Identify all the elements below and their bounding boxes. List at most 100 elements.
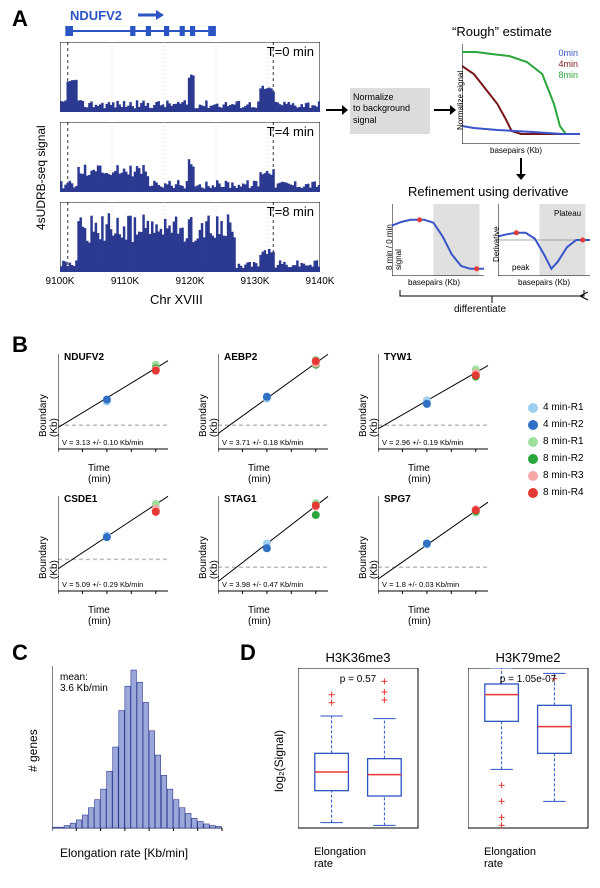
rough-title: “Rough” estimate xyxy=(452,24,552,39)
arrow-icon xyxy=(434,104,456,116)
panel-b: NDUFV2-10010203002468V = 3.13 +/- 0.10 K… xyxy=(0,342,600,632)
gene-name: NDUFV2 xyxy=(70,8,122,23)
normalize-box: Normalize to background signal xyxy=(350,88,430,134)
panel-a-ylabel: 4sUDRB-seq signal xyxy=(34,125,48,230)
svg-text:4: 4 xyxy=(105,596,110,597)
refine-right-ylabel: Derivative xyxy=(492,226,501,262)
track-t8: T=8 min xyxy=(60,202,320,272)
xlabel: Time (min) xyxy=(408,605,431,627)
xlabel: Time (min) xyxy=(248,463,271,485)
ylabel: Boundary (Kb) xyxy=(38,394,60,437)
legend-label: 4 min-R2 xyxy=(543,419,584,430)
differentiate-label: differentiate xyxy=(454,304,506,315)
arrow-down-icon xyxy=(514,158,528,180)
svg-text:8: 8 xyxy=(314,596,319,597)
svg-text:0: 0 xyxy=(378,596,381,597)
legend-label: 8 min-R1 xyxy=(543,436,584,447)
legend-dot-icon xyxy=(528,420,538,430)
rough-xlabel: basepairs (Kb) xyxy=(490,146,542,155)
svg-text:6: 6 xyxy=(449,596,454,597)
legend-label: 8 min-R4 xyxy=(543,487,584,498)
legend-item: 8 min-R4 xyxy=(528,487,584,498)
legend-item: 8 min-R3 xyxy=(528,470,584,481)
xlabel: Time (min) xyxy=(408,463,431,485)
svg-text:High: High xyxy=(320,833,343,834)
legend-label: 4 min-R1 xyxy=(543,402,584,413)
svg-text:4min: 4min xyxy=(558,59,578,69)
svg-text:0: 0 xyxy=(218,596,221,597)
legend-dot-icon xyxy=(528,454,538,464)
panel-b-legend: 4 min-R1 4 min-R2 8 min-R1 8 min-R2 8 min-R3… xyxy=(528,402,584,504)
svg-text:Plateau: Plateau xyxy=(554,209,581,218)
svg-text:High: High xyxy=(490,833,513,834)
panel-a: NDUFV2 4sUDRB-seq signal T=0 minT=4 minT… xyxy=(0,0,600,330)
svg-text:Low: Low xyxy=(374,833,394,834)
svg-text:4: 4 xyxy=(425,596,430,597)
panel-d: H3K36me32.533.544.555.5HighLowp = 0.57El… xyxy=(258,652,600,882)
svg-text:6: 6 xyxy=(195,833,200,834)
panel-a-xticks: 9100K9110K9120K9130K9140K xyxy=(60,276,320,290)
svg-text:0: 0 xyxy=(378,454,381,455)
rough-ylabel: Normalize signal xyxy=(456,71,465,130)
svg-text:0min: 0min xyxy=(558,48,578,58)
svg-text:4: 4 xyxy=(147,833,152,834)
boxplot-title: H3K79me2 xyxy=(468,650,588,665)
svg-text:Low: Low xyxy=(544,833,564,834)
refine-left-xlabel: basepairs (Kb) xyxy=(408,278,460,287)
refine-title: Refinement using derivative xyxy=(408,184,568,199)
refine-left-ylabel: 8 min / 0 min signal xyxy=(386,224,404,270)
svg-text:2: 2 xyxy=(400,454,405,455)
svg-text:8: 8 xyxy=(474,454,479,455)
svg-text:4: 4 xyxy=(265,596,270,597)
svg-text:4: 4 xyxy=(425,454,430,455)
xlabel: Time (min) xyxy=(248,605,271,627)
xlabel: Time (min) xyxy=(88,463,111,485)
svg-text:4: 4 xyxy=(105,454,110,455)
rough-chart: 0min4min8min xyxy=(462,44,580,144)
svg-text:T=8 min: T=8 min xyxy=(267,204,314,219)
boxplot-title: H3K36me3 xyxy=(298,650,418,665)
svg-text:2: 2 xyxy=(400,596,405,597)
xlabel: Elongation rate xyxy=(484,846,536,870)
svg-text:0: 0 xyxy=(218,454,221,455)
svg-text:peak: peak xyxy=(512,263,530,272)
legend-item: 8 min-R2 xyxy=(528,453,584,464)
svg-text:V = 3.13 +/- 0.10 Kb/min: V = 3.13 +/- 0.10 Kb/min xyxy=(62,438,143,447)
legend-item: 4 min-R1 xyxy=(528,402,584,413)
svg-text:8: 8 xyxy=(474,596,479,597)
panel-c: 05010015020001234567 # genes Elongation … xyxy=(0,652,235,882)
refine-left-chart xyxy=(392,204,484,276)
svg-text:p = 0.57: p = 0.57 xyxy=(340,674,377,685)
ylabel: Boundary (Kb) xyxy=(358,536,380,579)
gene-model xyxy=(60,24,320,38)
svg-text:T=0 min: T=0 min xyxy=(267,44,314,59)
legend-dot-icon xyxy=(528,471,538,481)
svg-text:p = 1.05e-07: p = 1.05e-07 xyxy=(500,674,557,685)
svg-text:6: 6 xyxy=(129,596,134,597)
xtick: 9110K xyxy=(107,276,143,287)
svg-text:6: 6 xyxy=(129,454,134,455)
svg-text:2: 2 xyxy=(80,454,85,455)
xlabel: Time (min) xyxy=(88,605,111,627)
svg-text:2: 2 xyxy=(80,596,85,597)
svg-text:1: 1 xyxy=(74,833,79,834)
legend-dot-icon xyxy=(528,437,538,447)
xtick: 9140K xyxy=(302,276,338,287)
mean-text: mean: 3.6 Kb/min xyxy=(60,672,108,694)
legend-dot-icon xyxy=(528,403,538,413)
svg-text:2: 2 xyxy=(240,596,245,597)
panel-c-xlabel: Elongation rate [Kb/min] xyxy=(60,846,188,860)
ylabel: Boundary (Kb) xyxy=(198,536,220,579)
xtick: 9100K xyxy=(42,276,78,287)
svg-text:V = 3.98 +/- 0.47 Kb/min: V = 3.98 +/- 0.47 Kb/min xyxy=(222,580,303,589)
panel-d-ylabel: log₂(Signal) xyxy=(272,730,286,792)
ylabel: Boundary (Kb) xyxy=(198,394,220,437)
svg-text:0: 0 xyxy=(58,454,61,455)
ylabel: Boundary (Kb) xyxy=(38,536,60,579)
xlabel: Elongation rate xyxy=(314,846,366,870)
arrow-icon xyxy=(326,104,348,116)
legend-label: 8 min-R3 xyxy=(543,470,584,481)
svg-text:V = 5.09 +/- 0.29 Kb/min: V = 5.09 +/- 0.29 Kb/min xyxy=(62,580,143,589)
xtick: 9120K xyxy=(172,276,208,287)
track-t0: T=0 min xyxy=(60,42,320,112)
